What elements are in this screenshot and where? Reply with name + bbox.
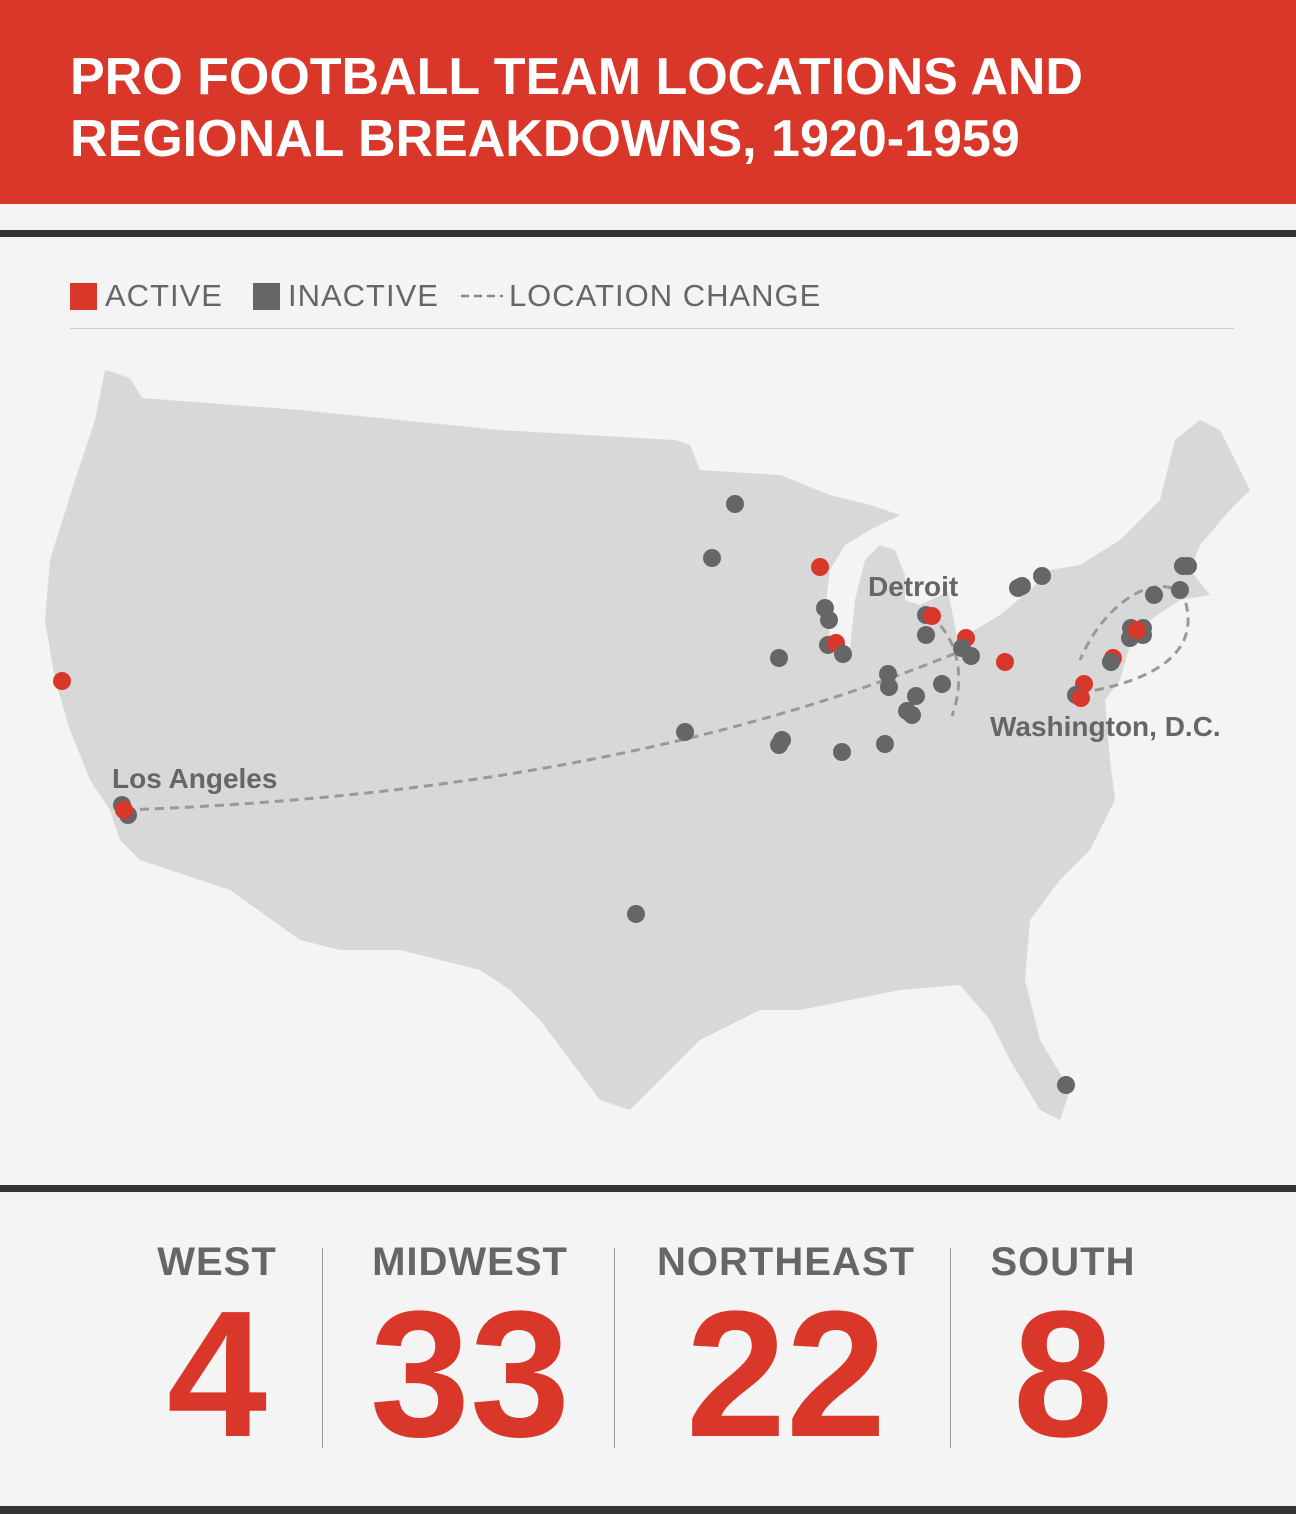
rule <box>0 1506 1296 1514</box>
region-name: MIDWEST <box>372 1240 568 1284</box>
region-name: SOUTH <box>990 1240 1136 1284</box>
active-team-dot <box>923 607 941 625</box>
city-label: Los Angeles <box>112 763 277 794</box>
inactive-team-dot <box>773 731 791 749</box>
legend-swatch <box>70 282 97 310</box>
inactive-team-dot <box>627 905 645 923</box>
inactive-team-dot <box>1179 557 1197 575</box>
region-count: 22 <box>685 1274 887 1475</box>
city-label: Detroit <box>868 571 958 602</box>
rule <box>0 1185 1296 1192</box>
inactive-team-dot <box>880 678 898 696</box>
active-team-dot <box>115 801 133 819</box>
location-change <box>1078 585 1190 695</box>
legend-dash <box>460 294 503 298</box>
region: WEST 4 <box>57 1240 377 1465</box>
legend-swatch <box>252 282 280 310</box>
location-change <box>929 613 961 717</box>
active-team-dot <box>811 558 829 576</box>
active-team-dot <box>996 653 1014 671</box>
inactive-team-dot <box>876 735 894 753</box>
region: NORTHEAST 22 <box>626 1240 946 1465</box>
divider <box>614 1248 615 1448</box>
us-outline <box>45 370 1250 1120</box>
inactive-team-dot <box>933 675 951 693</box>
location-change <box>124 646 969 812</box>
inactive-team-dot <box>903 706 921 724</box>
divider <box>950 1248 951 1448</box>
legend-rule <box>70 328 1234 329</box>
inactive-team-dot <box>1171 581 1189 599</box>
region-count: 4 <box>166 1274 268 1475</box>
region-count: 8 <box>1012 1274 1114 1475</box>
divider <box>322 1248 323 1448</box>
region-name: NORTHEAST <box>657 1240 915 1284</box>
legend-label: INACTIVE <box>287 278 439 313</box>
inactive-team-dot <box>770 649 788 667</box>
header: PRO FOOTBALL TEAM LOCATIONS AND REGIONAL… <box>0 0 1296 204</box>
active-team-dot <box>53 672 71 690</box>
inactive-team-dot <box>820 611 838 629</box>
legend-label: LOCATION CHANGE <box>508 278 822 313</box>
region-count: 33 <box>369 1274 571 1475</box>
title: PRO FOOTBALL TEAM LOCATIONS AND REGIONAL… <box>70 48 1083 168</box>
inactive-team-dot <box>833 743 851 761</box>
city-label: Washington, D.C. <box>990 711 1221 742</box>
region: MIDWEST 33 <box>310 1240 630 1465</box>
active-team-dot <box>1128 621 1146 639</box>
legend: ACTIVE INACTIVE LOCATION CHANGE <box>70 278 821 314</box>
inactive-team-dot <box>1145 586 1163 604</box>
region-name: WEST <box>157 1240 277 1284</box>
inactive-team-dot <box>676 723 694 741</box>
inactive-team-dot <box>1057 1076 1075 1094</box>
rule <box>0 230 1296 237</box>
inactive-team-dot <box>1013 577 1031 595</box>
dots <box>53 495 1197 1094</box>
legend-label: ACTIVE <box>105 278 223 313</box>
inactive-team-dot <box>1102 653 1120 671</box>
inactive-team-dot <box>834 645 852 663</box>
inactive-team-dot <box>879 665 897 683</box>
inactive-team-dot <box>1033 567 1051 585</box>
inactive-team-dot <box>726 495 744 513</box>
inactive-team-dot <box>962 647 980 665</box>
inactive-team-dot <box>703 549 721 567</box>
stats: WEST 4 MIDWEST 33 NORTHEAST 22 SOUTH 8 <box>0 1240 1296 1465</box>
active-team-dot <box>1072 689 1090 707</box>
location-changes <box>124 585 1190 812</box>
region: SOUTH 8 <box>903 1240 1223 1465</box>
inactive-team-dot <box>917 626 935 644</box>
inactive-team-dot <box>907 687 925 705</box>
